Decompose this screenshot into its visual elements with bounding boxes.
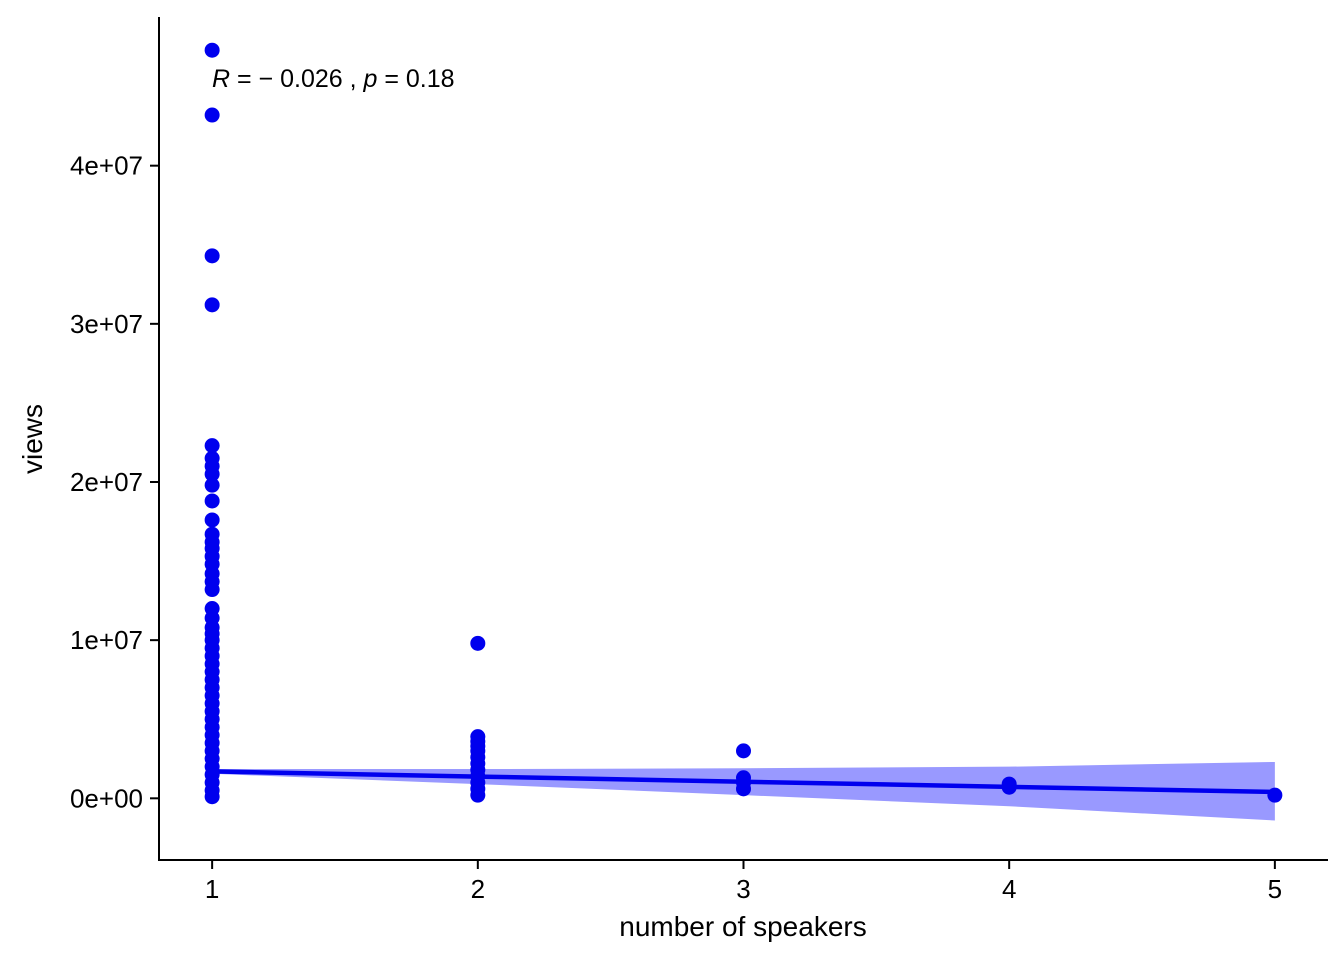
data-point — [204, 297, 220, 313]
data-point — [470, 787, 486, 803]
data-point — [204, 466, 220, 482]
x-tick-label: 4 — [1002, 874, 1016, 904]
correlation-annotation: R = − 0.026 , p = 0.18 — [212, 65, 455, 93]
data-point — [1267, 787, 1283, 803]
data-point — [204, 42, 220, 58]
y-axis-title: views — [17, 404, 48, 474]
p-value: = 0.18 — [377, 65, 454, 93]
x-axis-title: number of speakers — [619, 911, 866, 942]
y-tick-label: 2e+07 — [70, 467, 143, 497]
x-ticks: 1 2 3 4 5 — [205, 861, 1282, 904]
data-point — [204, 438, 220, 454]
data-point — [1001, 779, 1017, 795]
y-tick-label: 1e+07 — [70, 625, 143, 655]
data-point — [204, 789, 220, 805]
data-point — [204, 493, 220, 509]
x-tick-label: 2 — [471, 874, 485, 904]
y-ticks: 0e+00 1e+07 2e+07 3e+07 4e+07 — [70, 151, 158, 813]
data-point — [204, 582, 220, 598]
data-point — [204, 248, 220, 264]
x-tick-label: 5 — [1268, 874, 1282, 904]
data-point — [204, 107, 220, 123]
p-symbol: p — [363, 65, 378, 93]
r-symbol: R — [212, 65, 230, 93]
data-point — [470, 635, 486, 651]
y-tick-label: 0e+00 — [70, 783, 143, 813]
y-tick-label: 3e+07 — [70, 309, 143, 339]
x-tick-label: 1 — [205, 874, 219, 904]
data-point — [736, 781, 751, 797]
points-layer — [204, 42, 1283, 805]
r-value: = − 0.026 , — [230, 65, 363, 93]
data-point — [204, 512, 220, 528]
x-tick-label: 3 — [736, 874, 750, 904]
data-point — [736, 743, 751, 759]
y-tick-label: 4e+07 — [70, 151, 143, 181]
data-point — [204, 477, 220, 493]
